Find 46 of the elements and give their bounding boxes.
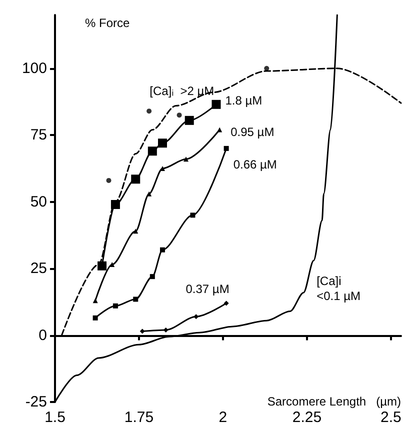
y-tick-label: -25	[25, 394, 47, 410]
point	[190, 212, 196, 218]
series-label: 1.8 µM	[225, 93, 262, 108]
point	[112, 303, 118, 308]
point	[150, 274, 155, 280]
x-tick-label: 2.5	[380, 409, 402, 425]
point	[98, 261, 107, 270]
y-axis-title: % Force	[85, 16, 130, 30]
y-tick-label: 75	[30, 126, 47, 144]
point	[140, 328, 145, 334]
y-tick-label: 50	[30, 193, 47, 210]
x-tick-label: 2.25	[292, 409, 322, 425]
point	[106, 178, 112, 183]
point	[110, 262, 115, 268]
x-axis-title: Sarcomere Length (µm)	[267, 394, 401, 408]
point	[217, 127, 222, 132]
series-label: 0.37 µM	[186, 282, 230, 296]
series-label: 0.95 µM	[230, 124, 274, 139]
point	[264, 66, 270, 71]
point	[163, 327, 168, 332]
point	[110, 200, 120, 209]
x-tick-label: 2	[218, 409, 228, 425]
point	[133, 296, 138, 302]
point	[184, 156, 189, 162]
point	[92, 298, 98, 304]
point	[146, 108, 152, 114]
y-tick-label: 0	[38, 326, 47, 344]
point	[224, 300, 229, 306]
point	[160, 247, 165, 252]
point	[176, 112, 182, 118]
point	[194, 314, 199, 320]
point	[92, 315, 98, 320]
point	[146, 191, 152, 196]
x-tick-label: 1.75	[124, 409, 154, 425]
point	[158, 138, 167, 148]
point	[131, 174, 140, 184]
y-tick-label: 25	[30, 260, 47, 278]
series-label: [Ca]i <0.1 µM	[316, 274, 361, 304]
point	[133, 228, 138, 234]
series-label: 0.66 µM	[233, 157, 277, 172]
point	[184, 116, 194, 125]
point	[148, 146, 157, 156]
x-tick-label: 1.5	[44, 409, 66, 425]
point	[212, 100, 221, 109]
point	[224, 146, 229, 151]
y-tick-label: 100	[22, 60, 47, 77]
